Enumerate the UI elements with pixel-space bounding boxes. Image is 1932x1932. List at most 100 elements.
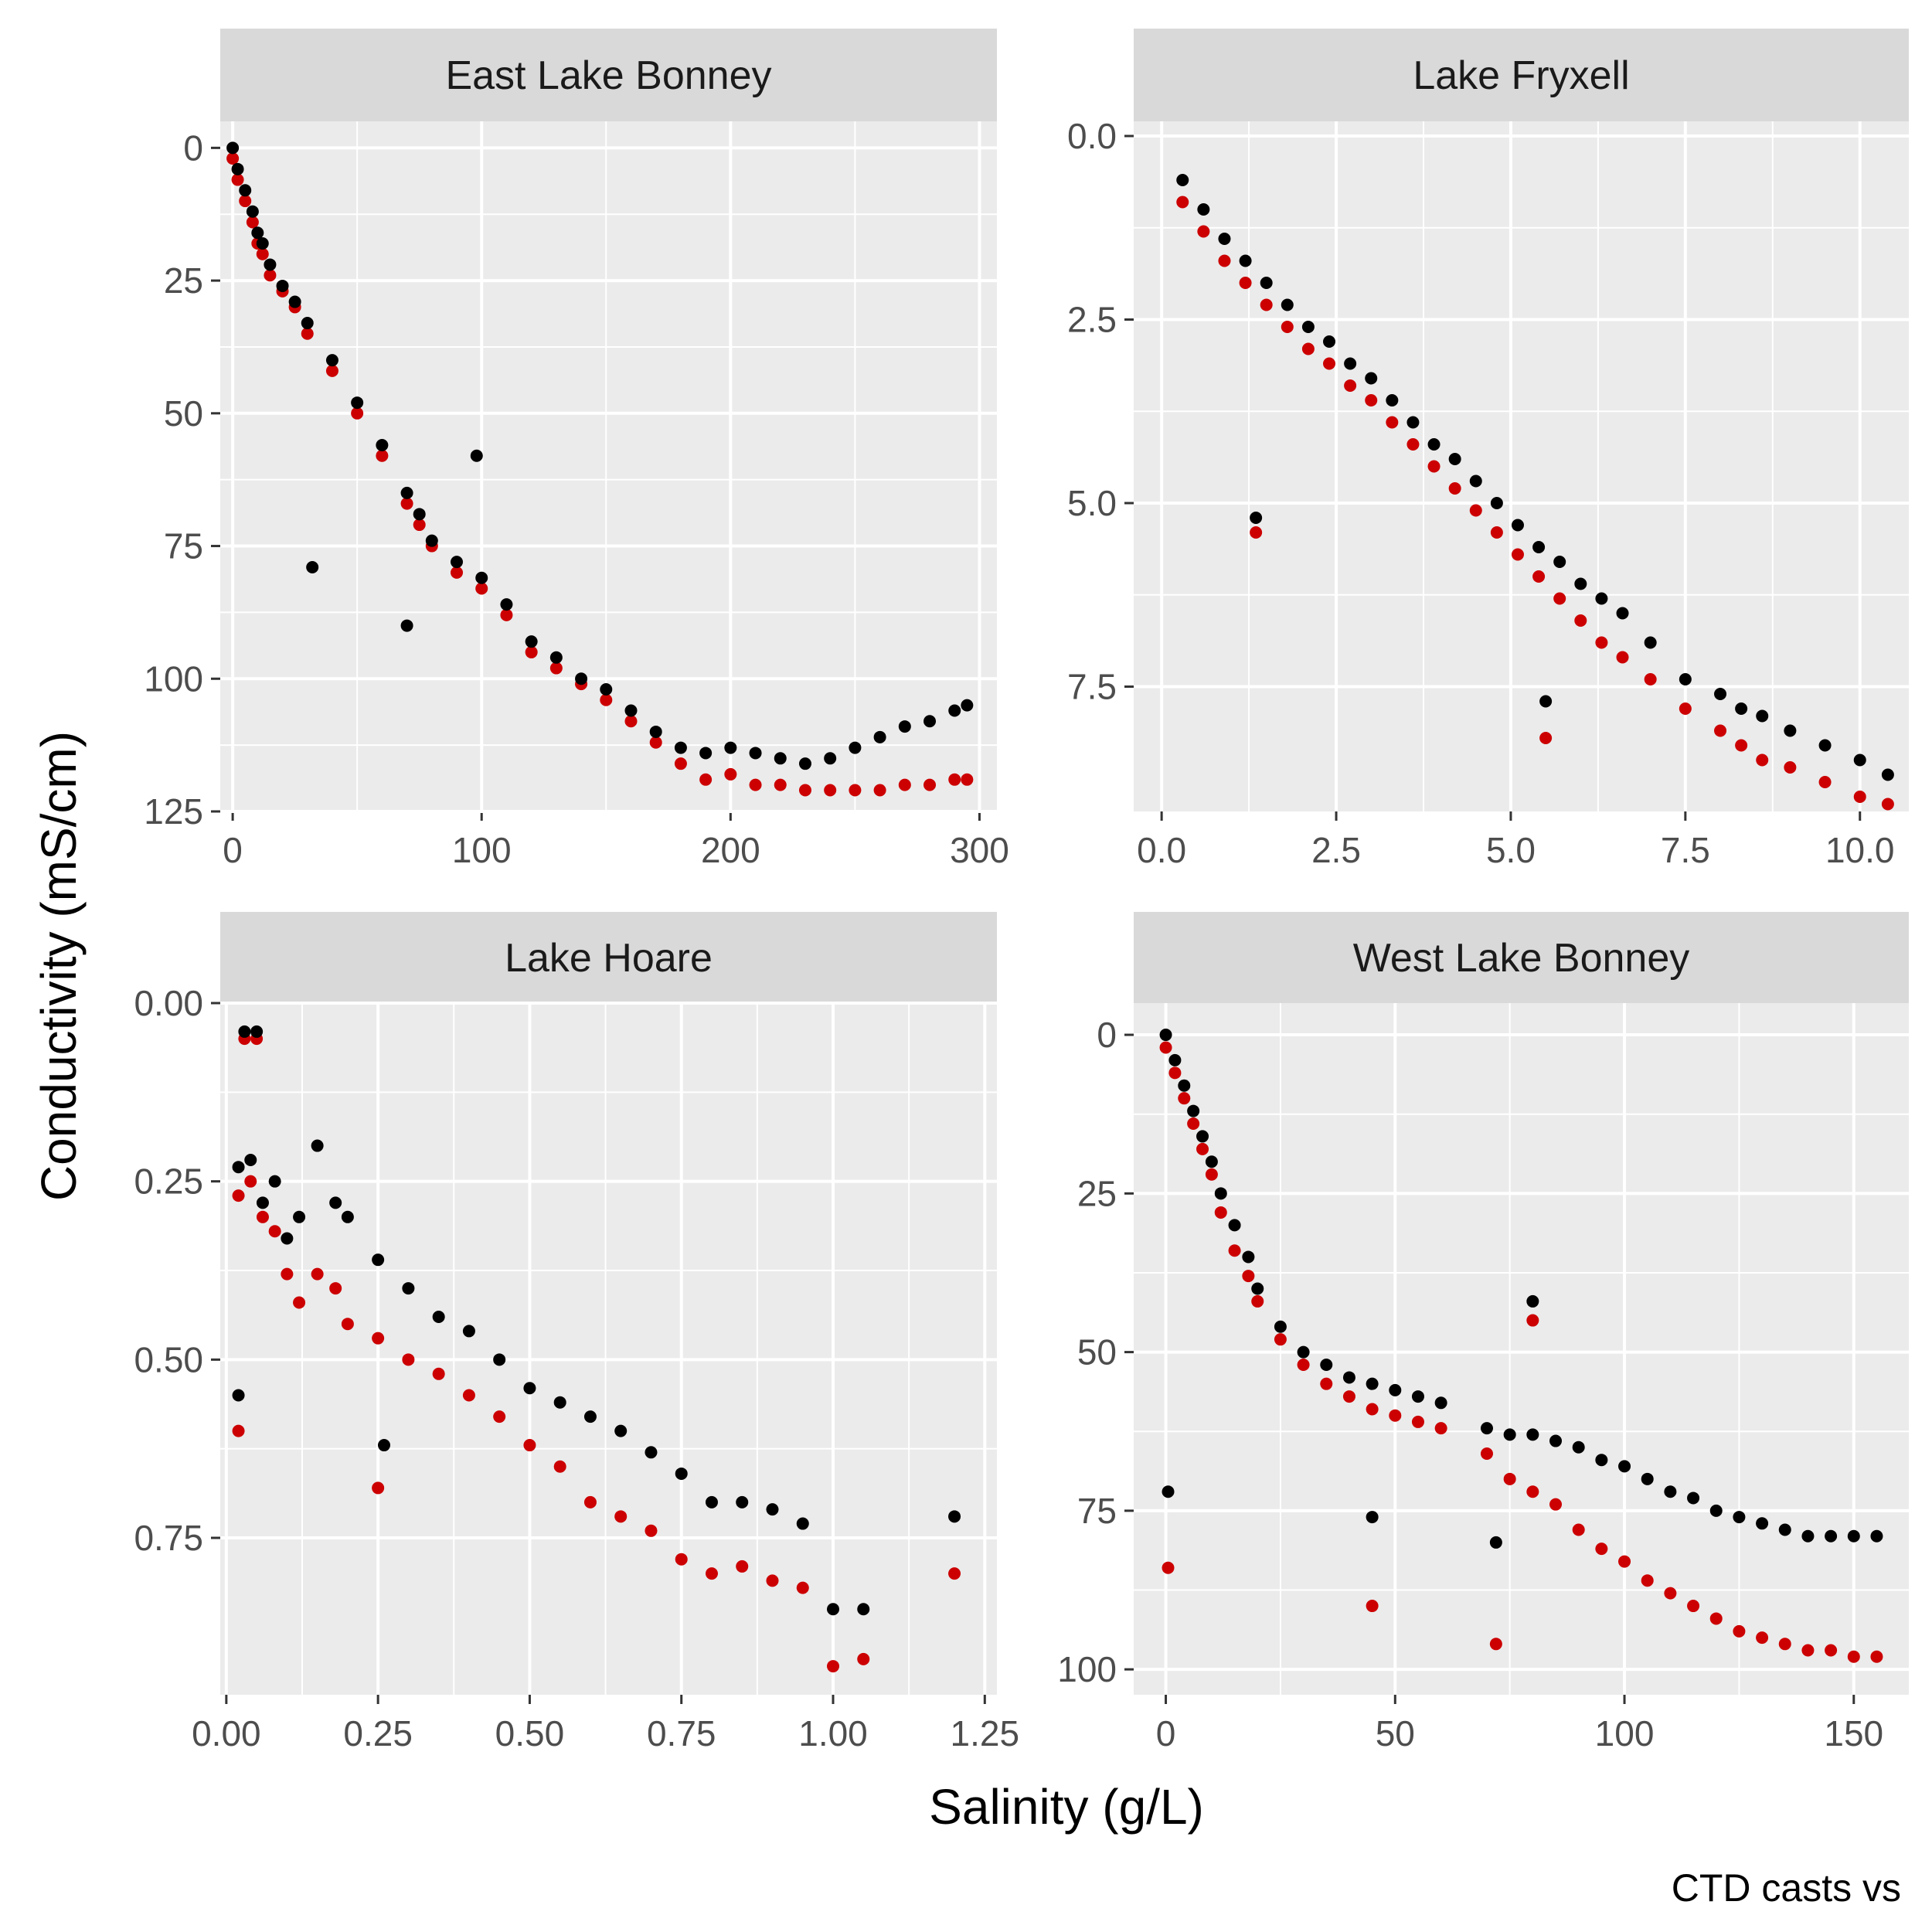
data-point [699,747,713,760]
x-tick-label: 100 [1595,1713,1655,1753]
data-point [1434,1422,1447,1435]
data-point [1386,416,1399,429]
data-point [1733,1624,1746,1638]
data-point [500,608,513,621]
data-point [1574,614,1587,627]
data-point [1870,1529,1883,1543]
data-point [451,556,464,569]
data-point [413,508,426,521]
data-point [1344,357,1357,370]
data-point [923,778,937,791]
data-point [1187,1104,1200,1117]
data-point [705,1495,718,1509]
data-point [1187,1117,1200,1131]
data-point [238,1025,251,1038]
data-point [1406,416,1420,429]
data-point [1196,1130,1209,1143]
data-point [857,1603,870,1616]
data-point [1344,379,1357,392]
data-point [1714,688,1727,700]
data-point [1260,277,1273,289]
data-point [1687,1600,1700,1613]
data-point [1526,1314,1539,1327]
data-point [1480,1422,1493,1435]
data-point [1526,1485,1539,1498]
data-point [1644,673,1657,685]
data-point [402,1353,415,1366]
data-point [1168,1053,1182,1066]
data-point [614,1510,628,1523]
data-point [575,672,588,685]
data-point [1386,394,1399,406]
data-point [774,778,787,791]
data-point [645,1524,658,1537]
data-point [1159,1029,1172,1042]
data-point [1801,1644,1815,1657]
data-point [798,757,811,770]
data-point [774,752,787,765]
data-point [624,704,638,717]
data-point [1218,254,1231,267]
data-point [600,693,613,706]
data-point [1366,1377,1379,1390]
data-point [475,571,488,584]
data-point [1641,1472,1654,1485]
data-point [614,1424,628,1437]
data-point [1847,1650,1860,1663]
data-point [462,1325,475,1338]
data-point [1389,1409,1402,1422]
panel-background [1134,121,1909,811]
y-tick-label: 0.50 [134,1339,203,1379]
data-point [1366,1511,1379,1524]
data-point [301,317,314,330]
data-point [1205,1168,1218,1181]
data-point [256,236,269,250]
panel-background [220,121,997,811]
data-point [402,1282,415,1295]
x-tick-label: 100 [452,830,512,870]
data-point [724,741,737,754]
data-point [268,1175,281,1188]
data-point [1709,1504,1723,1517]
data-point [1825,1529,1838,1543]
x-tick-label: 7.5 [1661,830,1710,870]
data-point [1687,1492,1700,1505]
data-point [372,1481,385,1495]
data-point [1778,1523,1791,1536]
data-point [400,486,413,499]
y-tick-label: 7.5 [1067,667,1117,707]
data-point [523,1439,536,1452]
data-point [1274,1333,1287,1346]
data-point [1595,1454,1608,1467]
data-point [1197,225,1210,238]
data-point [1218,233,1231,245]
facet-title: East Lake Bonney [445,53,771,98]
data-point [948,704,961,717]
y-axis-title: Conductivity (mS/cm) [31,731,87,1201]
data-point [583,1495,597,1509]
data-point [281,1267,294,1281]
data-point [264,269,277,282]
data-point [1714,724,1727,737]
data-point [1618,1460,1631,1473]
data-point [1818,776,1832,788]
data-point [1480,1447,1493,1460]
data-point [244,1175,257,1188]
data-point [281,1232,294,1245]
data-point [293,1296,306,1309]
data-point [1178,1092,1191,1105]
data-point [276,279,289,292]
data-point [961,699,974,712]
data-point [250,1025,264,1038]
data-point [1205,1155,1218,1168]
data-point [1503,1472,1516,1485]
data-point [376,449,389,462]
data-point [1320,1359,1333,1372]
data-point [1250,526,1263,539]
data-point [232,1189,245,1202]
y-tick-label: 2.5 [1067,300,1117,340]
data-point [1553,556,1566,568]
data-point [1228,1244,1241,1257]
data-point [674,757,687,770]
